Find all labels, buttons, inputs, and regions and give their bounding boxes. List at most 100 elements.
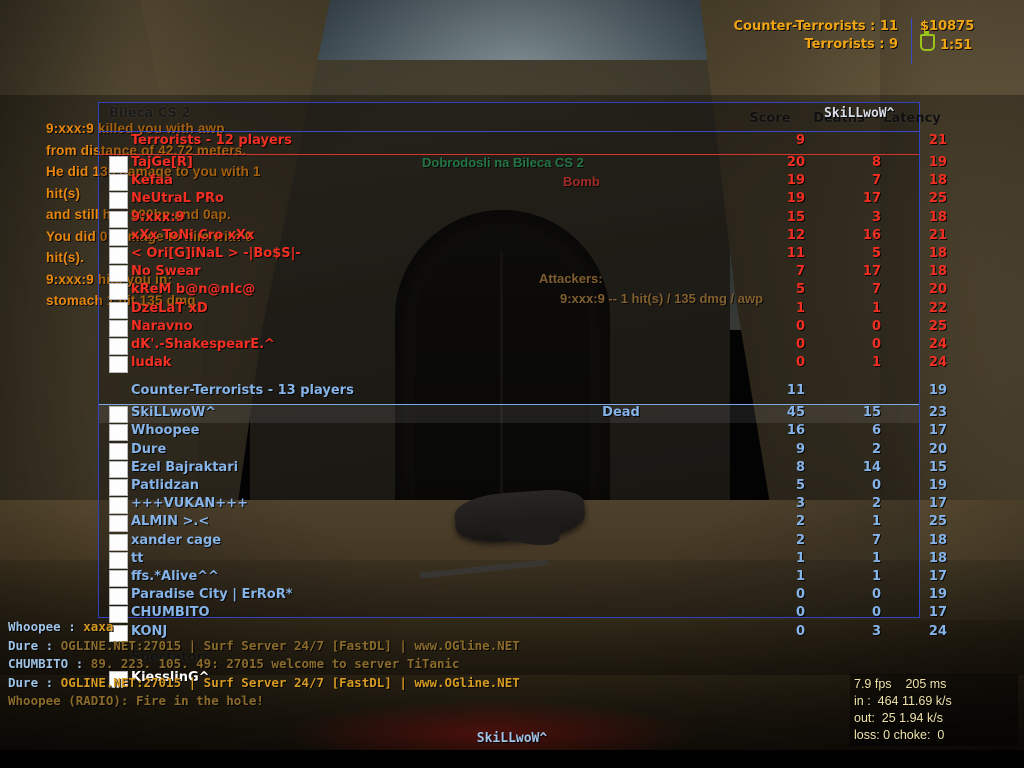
scoreboard-player-row[interactable]: +++VUKAN+++ 3 2 17 xyxy=(99,496,947,515)
player-deaths: 7 xyxy=(871,532,881,548)
chat-message: Fire in the hole! xyxy=(135,693,264,709)
net-loss: loss: 0 choke: 0 xyxy=(854,728,945,742)
chat-log: Whoopee : xaxa Dure : OGLINE.NET:27015 | … xyxy=(8,618,708,711)
player-deaths: 0 xyxy=(871,478,881,493)
player-deaths: 0 xyxy=(871,605,881,621)
player-latency: 18 xyxy=(928,173,947,189)
player-avatar-box xyxy=(109,588,128,606)
scoreboard-player-row[interactable]: Dure 9 2 20 xyxy=(99,442,947,460)
player-name: SkiLLwoW^ xyxy=(131,405,217,421)
player-score: 1 xyxy=(795,550,805,566)
net-in: in : 464 11.69 k/s xyxy=(854,694,952,708)
player-deaths: 15 xyxy=(862,405,881,421)
scoreboard-column-headers: Score Deaths Latency xyxy=(99,111,940,131)
player-score: 1 xyxy=(795,568,805,584)
player-deaths: 1 xyxy=(871,568,881,584)
scoreboard-player-row[interactable]: 9:xxx:9 15 3 18 xyxy=(99,209,947,228)
team-divider xyxy=(99,154,919,155)
chat-line: CHUMBITO : 89. 223. 105. 49: 27015 welco… xyxy=(8,655,708,674)
scoreboard-player-row[interactable]: ALMIN >.< 2 1 25 xyxy=(99,514,947,533)
player-name: KiesslinG^ xyxy=(131,669,210,685)
hud-t-score: Terrorists : 9 xyxy=(804,37,898,53)
scoreboard-rows: Terrorists - 12 players 9 21 TajGe[R] 20 8 19 K… xyxy=(99,133,947,688)
spectated-player-name: SkiLLwoW^ xyxy=(476,731,548,746)
player-name: ludak xyxy=(131,355,172,371)
team-total-score: 9 xyxy=(795,133,805,148)
scoreboard-player-row[interactable]: Kefaa 19 7 18 xyxy=(99,173,947,192)
scoreboard-panel[interactable]: Bileca CS 2 Score Deaths Latency Terrori… xyxy=(98,102,947,688)
scoreboard-player-row[interactable]: KONJ 0 3 24 xyxy=(99,624,947,642)
scoreboard-dim-overlay xyxy=(0,95,1024,675)
player-score: 15 xyxy=(786,209,805,225)
player-latency: 18 xyxy=(928,550,947,566)
player-deaths: 0 xyxy=(871,336,881,352)
player-deaths: 2 xyxy=(871,496,881,512)
player-latency: 25 xyxy=(928,191,947,207)
scoreboard-player-row[interactable]: dK'.-ShakespearE.^ 0 0 24 xyxy=(99,336,947,355)
player-score: 0 xyxy=(795,318,805,334)
player-latency: 18 xyxy=(928,264,947,280)
team-total-latency: 19 xyxy=(928,383,947,399)
player-latency: 15 xyxy=(928,459,947,475)
scoreboard-player-row[interactable]: tt 1 1 18 xyxy=(99,550,947,569)
stopwatch-icon xyxy=(920,30,935,51)
scoreboard-player-row[interactable]: Whoopee 16 6 17 xyxy=(99,423,947,442)
scoreboard-player-row[interactable]: Ezel Bajraktari 8 14 15 xyxy=(99,459,947,478)
damage-line: 9:xxx:9 killed you with awp xyxy=(46,121,225,136)
team-total-latency: 21 xyxy=(928,133,947,148)
player-score: 0 xyxy=(795,355,805,371)
chat-line: Dure : OGLINE.NET:27015 | Surf Server 24… xyxy=(8,674,708,693)
column-header-deaths: Deaths xyxy=(813,111,865,126)
team-divider xyxy=(99,404,919,406)
scoreboard-player-row[interactable]: CHUMBITO 0 0 17 xyxy=(99,605,947,624)
player-avatar-box xyxy=(109,460,128,478)
chat-speaker: CHUMBITO : xyxy=(8,656,91,672)
player-score: 16 xyxy=(786,423,805,439)
scoreboard-player-row[interactable]: NeUtraL PRo 19 17 25 xyxy=(99,191,947,210)
player-score: 3 xyxy=(795,496,805,512)
damage-line: You did 0 damage to him with 0 hit(s). xyxy=(46,228,253,266)
player-latency: 17 xyxy=(928,568,947,584)
chat-message: OGLINE.NET:27015 | Surf Server 24/7 [Fas… xyxy=(60,674,520,690)
scoreboard-player-row[interactable]: Patlidzan 5 0 19 xyxy=(99,478,947,496)
scoreboard-player-row[interactable]: TajGe[R] 20 8 19 xyxy=(99,155,947,173)
bottom-letterbox xyxy=(0,750,1024,768)
player-latency: 24 xyxy=(928,623,947,639)
scoreboard-player-row[interactable]: kReM b@n@nIc@ 5 7 20 xyxy=(99,282,947,301)
scoreboard-player-row[interactable]: KiesslinG^ xyxy=(99,670,919,688)
player-deaths: 0 xyxy=(871,318,881,334)
player-avatar-box xyxy=(109,319,128,337)
player-latency: 18 xyxy=(928,245,947,261)
scoreboard-player-row[interactable]: Naravno 0 0 25 xyxy=(99,318,947,337)
player-name: Naravno xyxy=(131,318,193,334)
hud-timer: 1:51 xyxy=(908,30,1016,57)
player-score: 0 xyxy=(795,336,805,352)
scoreboard-player-row[interactable]: ffs.*Alive^^ 1 1 17 xyxy=(99,568,947,587)
scoreboard-player-row[interactable]: DzeLaT xD 1 1 22 xyxy=(99,300,947,319)
scoreboard-player-row[interactable]: No Swear 7 17 18 xyxy=(99,264,947,283)
team-header-row: Counter-Terrorists - 13 players 11 19 xyxy=(99,383,947,403)
player-latency: 22 xyxy=(928,300,947,316)
hud-divider xyxy=(911,18,912,64)
hud-money: $10875 xyxy=(920,19,975,35)
player-avatar-box xyxy=(109,497,128,515)
player-latency: 19 xyxy=(928,478,947,493)
player-score: 11 xyxy=(786,245,805,261)
player-deaths: 0 xyxy=(871,587,881,603)
player-latency: 24 xyxy=(928,336,947,352)
scoreboard-player-row[interactable]: xander cage 2 7 18 xyxy=(99,532,947,551)
player-deaths: 1 xyxy=(871,300,881,316)
scoreboard-player-row[interactable]: ludak 0 1 24 xyxy=(99,355,947,374)
scoreboard-player-row[interactable]: xXx ToNi Cro xXx 12 16 21 xyxy=(99,228,947,246)
player-name: TajGe[R] xyxy=(131,155,193,170)
player-avatar-box xyxy=(109,301,128,319)
scoreboard-player-row[interactable]: < Ori[G]iNaL > -|Bo$S|- 11 5 18 xyxy=(99,245,947,264)
player-name: Ezel Bajraktari xyxy=(131,459,239,475)
player-avatar-box xyxy=(109,156,128,173)
player-name: < Ori[G]iNaL > -|Bo$S|- xyxy=(131,245,301,261)
player-avatar-box xyxy=(109,210,128,228)
player-avatar-box xyxy=(109,670,128,688)
scoreboard-player-row[interactable]: SkiLLwoW^ Dead 45 15 23 xyxy=(99,405,947,424)
scoreboard-player-row[interactable]: Paradise City | ErRoR* 0 0 19 xyxy=(99,587,947,606)
